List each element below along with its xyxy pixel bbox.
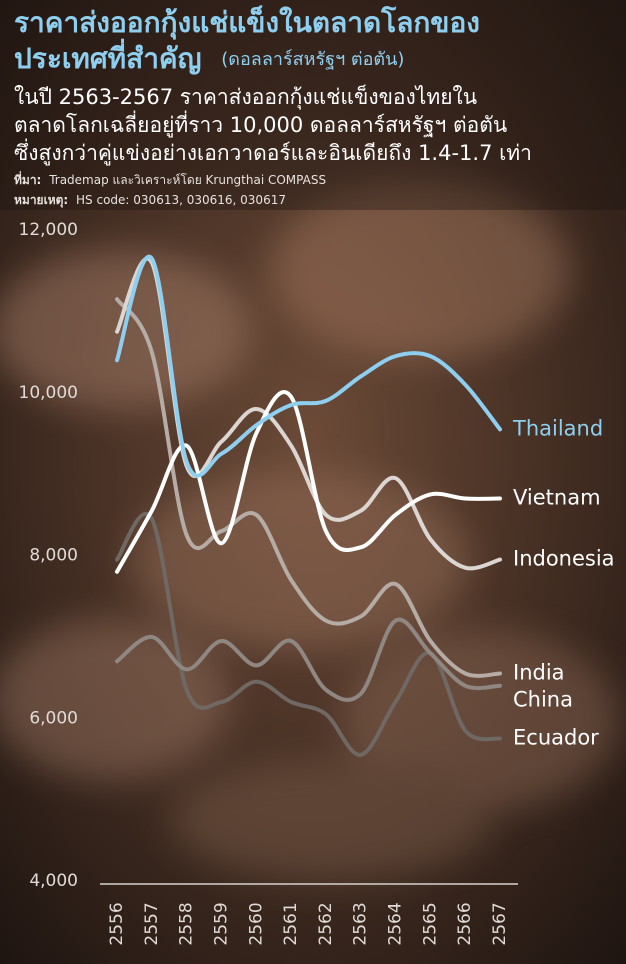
note-label: หมายเหตุ:: [14, 193, 68, 208]
x-tick-label: 2556: [107, 902, 127, 945]
legend-label: Ecuador: [513, 726, 599, 750]
legend-label: Indonesia: [513, 547, 615, 571]
chart-title: ราคาส่งออกกุ้งแช่แข็งในตลาดโลกของ: [14, 5, 480, 40]
unit: (ดอลลาร์สหรัฐฯ ต่อตัน): [221, 49, 404, 70]
subtitle: ตลาดโลกเฉลี่ยอยู่ที่ราว 10,000 ดอลลาร์สห…: [14, 110, 507, 138]
x-tick-label: 2563: [351, 902, 371, 945]
y-tick-label: 6,000: [29, 708, 78, 728]
y-tick-label: 4,000: [29, 871, 78, 891]
x-tick-label: 2557: [142, 902, 162, 945]
note: หมายเหตุ: HS code: 030613, 030616, 03061…: [14, 193, 286, 208]
source: ที่มา: Trademap และวิเคราะห์โดย Krungtha…: [14, 171, 326, 187]
x-tick-label: 2564: [386, 902, 406, 945]
y-tick-label: 12,000: [19, 220, 78, 240]
y-tick-label: 10,000: [19, 383, 78, 403]
chart-title: ประเทศที่สำคัญ (ดอลลาร์สหรัฐฯ ต่อตัน): [14, 38, 404, 75]
x-tick-label: 2560: [246, 902, 266, 945]
x-tick-label: 2559: [211, 902, 231, 945]
legend-label: Thailand: [512, 416, 603, 440]
note-text: HS code: 030613, 030616, 030617: [76, 193, 286, 207]
x-tick-label: 2562: [316, 902, 336, 945]
subtitle: ซึ่งสูงกว่าคู่แข่งอย่างเอกวาดอร์และอินเด…: [14, 138, 532, 166]
x-tick-label: 2565: [420, 902, 440, 945]
subtitle: ในปี 2563-2567 ราคาส่งออกกุ้งแช่แข็งของไ…: [14, 83, 477, 110]
chart-title: ประเทศที่สำคัญ: [14, 38, 202, 75]
header-shade: [0, 0, 626, 210]
x-tick-label: 2567: [490, 902, 510, 945]
source-text: Trademap และวิเคราะห์โดย Krungthai COMPA…: [48, 173, 326, 187]
x-tick-label: 2561: [281, 902, 301, 945]
series-line: [115, 254, 502, 478]
legend-label: India: [513, 660, 565, 684]
x-tick-label: 2566: [455, 902, 475, 945]
x-tick-label: 2558: [177, 902, 197, 945]
legend-label: China: [513, 687, 573, 711]
source-label: ที่มา:: [14, 171, 41, 187]
series-line: [115, 617, 502, 702]
y-tick-label: 8,000: [29, 546, 78, 566]
legend-label: Vietnam: [513, 486, 601, 510]
